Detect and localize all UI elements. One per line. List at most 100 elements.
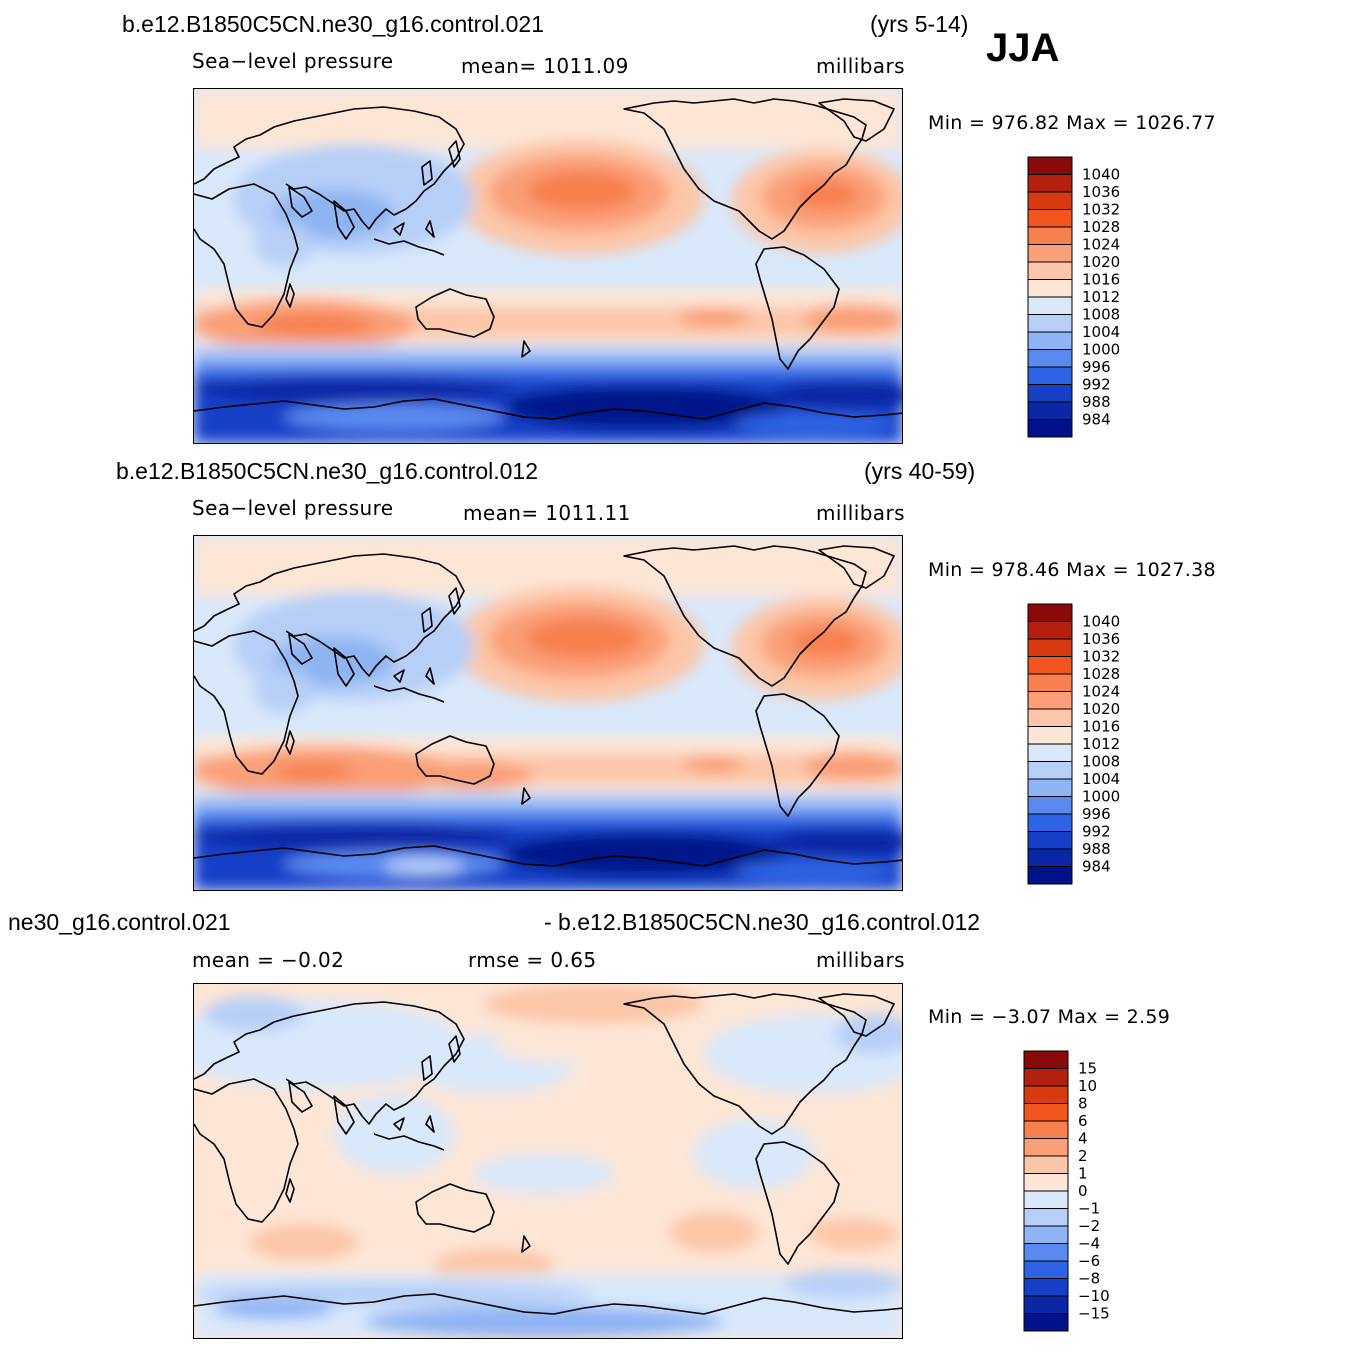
colorbar-swatch bbox=[1027, 261, 1073, 280]
colorbar-label: −6 bbox=[1078, 1252, 1100, 1270]
colorbar-swatch bbox=[1027, 401, 1073, 420]
colorbar-swatch bbox=[1023, 1278, 1069, 1297]
colorbar-label: 1004 bbox=[1082, 323, 1120, 341]
panel3-case-left: ne30_g16.control.021 bbox=[8, 909, 231, 935]
colorbar-label: 2 bbox=[1078, 1147, 1088, 1165]
colorbar-label: 1020 bbox=[1082, 253, 1120, 271]
colorbar-swatch bbox=[1027, 726, 1073, 745]
panel1-colorbar: 1040 1036 1032 1028 1024 1020 1016 1012 1008 1004… bbox=[1027, 156, 1138, 439]
colorbar-swatch bbox=[1027, 244, 1073, 263]
colorbar-label: 8 bbox=[1078, 1095, 1088, 1113]
colorbar-label: −1 bbox=[1078, 1200, 1100, 1218]
colorbar-swatch bbox=[1027, 831, 1073, 850]
panel3-rmse: rmse = 0.65 bbox=[468, 948, 597, 972]
colorbar-swatch bbox=[1027, 866, 1073, 885]
colorbar-swatch bbox=[1027, 761, 1073, 780]
colorbar-swatch bbox=[1023, 1225, 1069, 1244]
colorbar-label: 1028 bbox=[1082, 218, 1120, 236]
colorbar-swatch bbox=[1027, 673, 1073, 692]
colorbar-swatch bbox=[1023, 1155, 1069, 1174]
panel3-case-right: - b.e12.B1850C5CN.ne30_g16.control.012 bbox=[544, 909, 981, 935]
colorbar-swatch bbox=[1023, 1208, 1069, 1227]
panel1-minmax: Min = 976.82 Max = 1026.77 bbox=[928, 112, 1216, 134]
colorbar-swatch bbox=[1027, 209, 1073, 228]
panel1-map bbox=[193, 88, 903, 444]
colorbar-label: 1004 bbox=[1082, 770, 1120, 788]
colorbar-swatch bbox=[1027, 708, 1073, 727]
panel3-mean: mean = −0.02 bbox=[192, 948, 345, 972]
panel1-mean: mean= 1011.09 bbox=[461, 54, 629, 78]
colorbar-label: 6 bbox=[1078, 1112, 1088, 1130]
colorbar-swatch bbox=[1023, 1295, 1069, 1314]
colorbar-label: 1024 bbox=[1082, 236, 1120, 254]
colorbar-swatch bbox=[1027, 191, 1073, 210]
colorbar-label: 1020 bbox=[1082, 700, 1120, 718]
colorbar-label: 1032 bbox=[1082, 648, 1120, 666]
colorbar-label: 992 bbox=[1082, 823, 1111, 841]
colorbar-swatch bbox=[1023, 1085, 1069, 1104]
colorbar-label: 1008 bbox=[1082, 753, 1120, 771]
colorbar-swatch bbox=[1027, 813, 1073, 832]
colorbar-swatch bbox=[1027, 366, 1073, 385]
colorbar-swatch bbox=[1023, 1260, 1069, 1279]
colorbar-swatch bbox=[1023, 1190, 1069, 1209]
colorbar-label: 1032 bbox=[1082, 201, 1120, 219]
colorbar-swatch bbox=[1023, 1243, 1069, 1262]
colorbar-label: 1 bbox=[1078, 1165, 1088, 1183]
colorbar-label: 988 bbox=[1082, 840, 1111, 858]
colorbar-swatch bbox=[1027, 691, 1073, 710]
panel2-variable: Sea−level pressure bbox=[192, 496, 394, 520]
colorbar-swatch bbox=[1027, 848, 1073, 867]
colorbar-swatch bbox=[1027, 296, 1073, 315]
colorbar-label: 996 bbox=[1082, 358, 1111, 376]
colorbar-swatch bbox=[1023, 1313, 1069, 1332]
colorbar-label: 1024 bbox=[1082, 683, 1120, 701]
colorbar-label: 1016 bbox=[1082, 718, 1120, 736]
colorbar-swatch bbox=[1027, 638, 1073, 657]
colorbar-label: 984 bbox=[1082, 858, 1111, 876]
colorbar-label: 1028 bbox=[1082, 665, 1120, 683]
colorbar-label: −8 bbox=[1078, 1270, 1100, 1288]
colorbar-swatch bbox=[1027, 331, 1073, 350]
panel2-colorbar: 1040 1036 1032 1028 1024 1020 1016 1012 1008 1004… bbox=[1027, 603, 1138, 886]
colorbar-swatch bbox=[1023, 1173, 1069, 1192]
panel2-mean: mean= 1011.11 bbox=[463, 501, 631, 525]
colorbar-swatch bbox=[1027, 778, 1073, 797]
panel2-years: (yrs 40-59) bbox=[864, 458, 976, 484]
colorbar-label: −15 bbox=[1078, 1305, 1110, 1323]
colorbar-swatch bbox=[1027, 349, 1073, 368]
colorbar-label: 1016 bbox=[1082, 271, 1120, 289]
colorbar-label: 0 bbox=[1078, 1182, 1088, 1200]
colorbar-swatch bbox=[1023, 1103, 1069, 1122]
colorbar-swatch bbox=[1027, 384, 1073, 403]
colorbar-label: 1008 bbox=[1082, 306, 1120, 324]
panel2-case-name: b.e12.B1850C5CN.ne30_g16.control.012 bbox=[116, 458, 538, 484]
colorbar-swatch bbox=[1027, 279, 1073, 298]
colorbar-label: 992 bbox=[1082, 376, 1111, 394]
colorbar-label: 984 bbox=[1082, 411, 1111, 429]
colorbar-swatch bbox=[1023, 1138, 1069, 1157]
colorbar-swatch bbox=[1027, 621, 1073, 640]
colorbar-swatch bbox=[1027, 603, 1073, 622]
colorbar-swatch bbox=[1023, 1120, 1069, 1139]
panel1-years: (yrs 5-14) bbox=[870, 11, 969, 37]
panel3-units: millibars bbox=[816, 948, 905, 972]
colorbar-label: 1000 bbox=[1082, 341, 1120, 359]
colorbar-label: 10 bbox=[1078, 1077, 1097, 1095]
colorbar-label: 15 bbox=[1078, 1060, 1097, 1078]
colorbar-swatch bbox=[1027, 656, 1073, 675]
colorbar-label: 988 bbox=[1082, 393, 1111, 411]
panel2-map bbox=[193, 535, 903, 891]
panel3-minmax: Min = −3.07 Max = 2.59 bbox=[928, 1006, 1171, 1028]
colorbar-swatch bbox=[1027, 796, 1073, 815]
colorbar-swatch bbox=[1023, 1068, 1069, 1087]
colorbar-label: 1040 bbox=[1082, 166, 1120, 184]
colorbar-label: −10 bbox=[1078, 1287, 1110, 1305]
panel3-map bbox=[193, 983, 903, 1339]
colorbar-swatch bbox=[1027, 743, 1073, 762]
panel2-units: millibars bbox=[816, 501, 905, 525]
colorbar-label: 4 bbox=[1078, 1130, 1088, 1148]
colorbar-label: 1012 bbox=[1082, 735, 1120, 753]
colorbar-swatch bbox=[1027, 419, 1073, 438]
panel1-variable: Sea−level pressure bbox=[192, 49, 394, 73]
